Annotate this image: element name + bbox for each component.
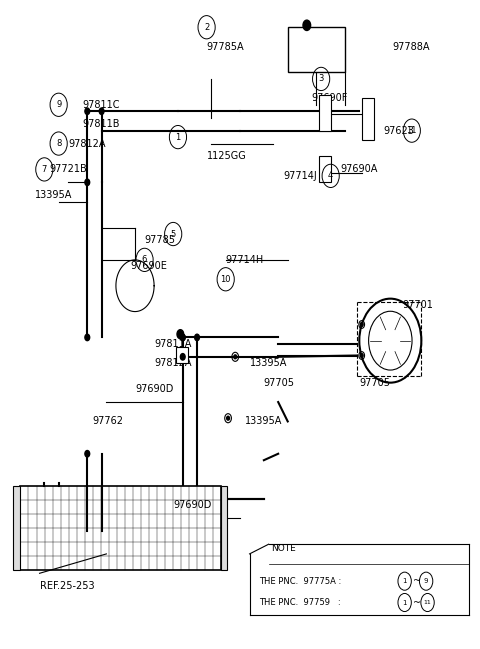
Circle shape [85,179,90,186]
Text: 97690D: 97690D [173,500,212,511]
Text: 11: 11 [407,126,417,135]
FancyBboxPatch shape [362,98,373,140]
FancyBboxPatch shape [13,486,21,570]
Text: 4: 4 [328,171,333,180]
Text: 1327AC: 1327AC [288,61,326,71]
Text: 9: 9 [56,101,61,109]
Circle shape [303,20,311,31]
Text: 97785A: 97785A [206,42,244,52]
Text: 97721B: 97721B [49,164,87,175]
Text: 97762: 97762 [92,417,123,426]
Text: 10: 10 [220,275,231,284]
Circle shape [85,334,90,341]
Text: 97690F: 97690F [312,93,348,103]
Circle shape [85,108,90,114]
FancyBboxPatch shape [319,156,331,182]
Text: 6: 6 [142,255,147,264]
Text: 13395A: 13395A [35,190,72,201]
Text: 3: 3 [318,75,324,84]
Text: 5: 5 [170,230,176,239]
Text: 97785: 97785 [144,236,176,245]
Text: 7: 7 [42,165,47,174]
Circle shape [180,334,185,341]
Text: 97714H: 97714H [226,255,264,265]
Text: 97690A: 97690A [340,164,378,175]
Text: 1: 1 [175,132,180,141]
Text: ~: ~ [413,576,421,586]
FancyBboxPatch shape [288,27,345,73]
FancyBboxPatch shape [21,486,221,570]
Text: 97705: 97705 [264,378,295,387]
Text: NOTE: NOTE [271,545,296,553]
Text: 97705: 97705 [360,378,390,387]
Text: 1: 1 [402,578,407,584]
Text: 97701: 97701 [402,300,433,310]
Text: 13395A: 13395A [245,417,282,426]
Text: 97811C: 97811C [83,100,120,110]
Circle shape [360,354,363,358]
Text: 97811B: 97811B [83,119,120,129]
Text: 97690D: 97690D [135,384,173,394]
Text: ~: ~ [413,598,421,607]
Circle shape [85,450,90,457]
Text: 97788A: 97788A [393,42,430,52]
Circle shape [180,354,185,360]
FancyBboxPatch shape [319,95,331,130]
Circle shape [177,330,184,339]
Circle shape [99,108,104,114]
Text: 2: 2 [204,23,209,32]
Text: 97690E: 97690E [130,262,167,271]
Circle shape [360,323,363,326]
Text: THE PNC.  97775A :: THE PNC. 97775A : [259,577,341,585]
Text: 1125GG: 1125GG [206,151,246,162]
Text: THE PNC.  97759   :: THE PNC. 97759 : [259,598,341,607]
Text: 97812A: 97812A [68,138,106,149]
Text: 1: 1 [402,600,407,606]
Text: 13395A: 13395A [250,358,287,368]
Text: 97811A: 97811A [154,339,192,349]
Text: 8: 8 [56,139,61,148]
Text: 97714J: 97714J [283,171,317,181]
FancyBboxPatch shape [176,347,188,363]
Text: 97812A: 97812A [154,358,192,368]
Circle shape [195,334,199,341]
Text: REF.25-253: REF.25-253 [39,582,94,591]
Text: 11: 11 [424,600,432,605]
Text: 97623: 97623 [383,126,414,136]
FancyBboxPatch shape [221,486,227,570]
Circle shape [180,334,185,341]
Circle shape [227,416,229,420]
Circle shape [234,355,237,359]
Text: 9: 9 [424,578,428,584]
